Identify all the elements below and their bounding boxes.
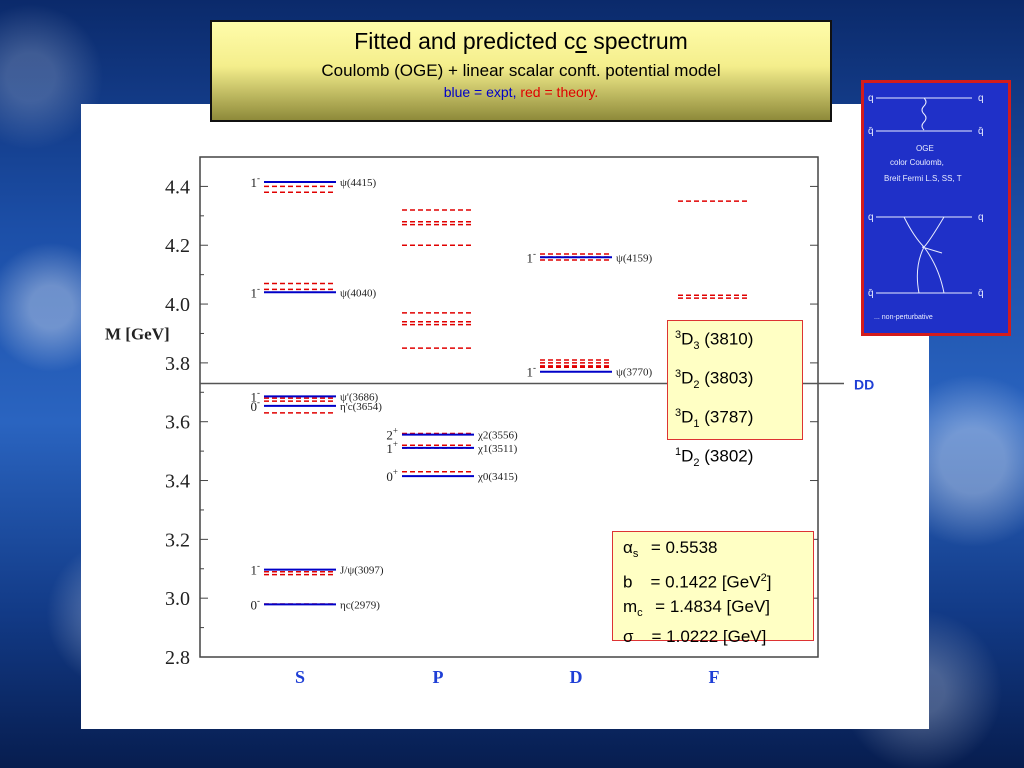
quark-label: q̄: [868, 126, 874, 137]
quark-label: q̄: [978, 126, 984, 137]
state-label: ψ(4415): [340, 177, 377, 189]
chart-subtitle: Coulomb (OGE) + linear scalar conft. pot…: [321, 61, 721, 80]
state-label: ψ(4040): [340, 287, 377, 299]
x-category-D: D: [570, 667, 583, 687]
gluon-line: [921, 97, 927, 131]
jp-label: 1-: [527, 363, 537, 380]
title-box: Fitted and predicted cc spectrum Coulomb…: [210, 20, 832, 122]
quark-label: q: [868, 212, 874, 223]
sketch-text: color Coulomb,: [890, 158, 944, 167]
jp-label: 1+: [386, 439, 398, 456]
state-label: ψ'(3686): [340, 391, 379, 403]
y-tick-label: 3.2: [165, 529, 190, 551]
plot-frame: [199, 156, 819, 658]
jp-label: 1-: [251, 561, 261, 578]
d-state-entry: 3D1 (3787): [675, 407, 754, 431]
y-axis-label: M [GeV]: [105, 324, 170, 343]
jp-label: 0-: [251, 397, 261, 414]
y-tick-label: 3.0: [165, 588, 190, 610]
parameter-entry: σ = 1.0222 [GeV]: [623, 627, 767, 647]
state-label: η'c(3654): [340, 401, 382, 413]
quark-label: q: [978, 212, 984, 223]
color-legend: blue = expt, red = theory.: [443, 84, 599, 100]
gluon-web: [903, 216, 945, 294]
chart-title: Fitted and predicted cc spectrum: [354, 28, 688, 54]
sketch-text: ... non-perturbative: [874, 314, 933, 321]
feynman-sketch: q q q̄ q̄ q q q̄ q̄ OGE color Coulomb, Breit Fermi…: [861, 80, 1011, 336]
x-category-S: S: [295, 667, 305, 687]
d-state-entry: 3D2 (3803): [675, 368, 754, 392]
y-tick-label: 4.2: [165, 235, 190, 257]
state-label: χ0(3415): [477, 471, 518, 483]
quark-label: q: [978, 93, 984, 104]
jp-label: 2+: [386, 426, 398, 443]
sketch-text: OGE: [916, 144, 934, 153]
y-tick-label: 4.4: [165, 176, 190, 198]
sketch-text: Breit Fermi L.S, SS, T: [884, 174, 962, 183]
x-category-P: P: [433, 667, 444, 687]
parameter-entry: mc = 1.4834 [GeV]: [623, 597, 771, 620]
quark-label: q: [868, 93, 874, 104]
quark-label: q̄: [868, 288, 874, 299]
jp-label: 0+: [386, 467, 398, 484]
y-tick-label: 3.4: [165, 471, 190, 493]
d-state-entry: 3D3 (3810): [675, 329, 754, 353]
d-state-entry: 1D2 (3802): [675, 446, 754, 470]
parameters-box: αs = 0.5538 b = 0.1422 [GeV2] mc = 1.4834 [Ge…: [612, 531, 814, 646]
x-category-F: F: [709, 667, 720, 687]
state-label: ψ(4159): [616, 252, 653, 264]
state-label: ψ(3770): [616, 367, 653, 379]
jp-label: 1-: [251, 173, 261, 190]
state-label: χ1(3511): [477, 443, 518, 455]
y-tick-label: 3.6: [165, 412, 190, 434]
parameter-entry: b = 0.1422 [GeV2]: [623, 572, 772, 593]
state-label: J/ψ(3097): [340, 565, 384, 577]
jp-label: 1-: [251, 283, 261, 300]
jp-label: 1-: [527, 248, 537, 265]
quark-label: q̄: [978, 288, 984, 299]
y-tick-label: 4.0: [165, 294, 190, 316]
parameter-entry: αs = 0.5538: [623, 538, 718, 561]
state-label: χ2(3556): [477, 430, 518, 442]
d-states-box: 3D3 (3810) 3D2 (3803) 3D1 (3787) 1D2 (3802): [667, 320, 803, 469]
jp-label: 0-: [251, 595, 261, 612]
sketch-drawing: q q q̄ q̄ q q q̄ q̄ OGE color Coulomb, Breit Fermi…: [868, 93, 984, 321]
state-label: ηc(2979): [340, 599, 380, 611]
threshold-label: DD: [854, 376, 874, 392]
y-tick-label: 3.8: [165, 353, 190, 375]
jp-label: 1-: [251, 387, 261, 404]
y-tick-label: 2.8: [165, 647, 190, 669]
